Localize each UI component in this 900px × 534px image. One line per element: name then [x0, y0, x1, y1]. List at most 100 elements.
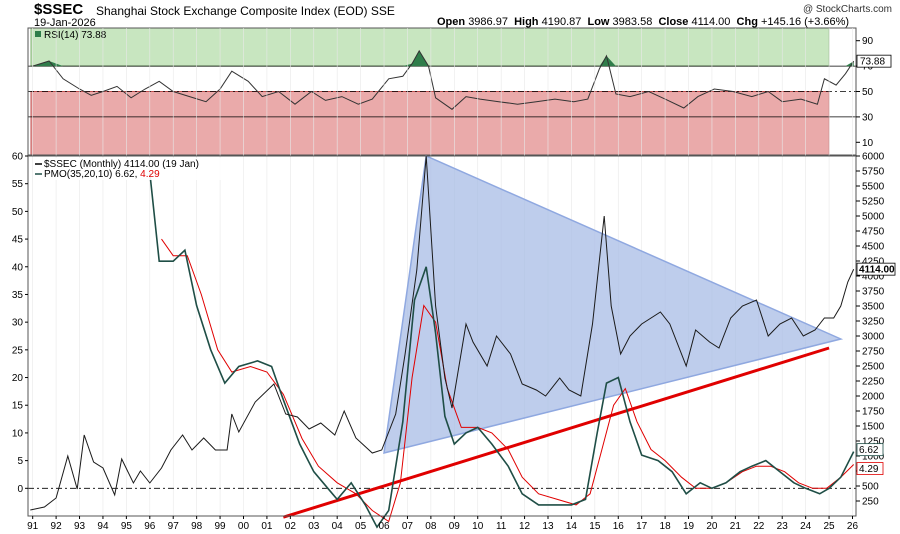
price-ytick-label: 1500 [862, 422, 885, 433]
price-ytick-label: 3250 [862, 317, 885, 328]
pmo-line [149, 172, 855, 529]
high-label: High [514, 16, 539, 28]
xtick-label: 14 [566, 521, 578, 532]
close-label: Close [658, 16, 689, 28]
rsi-overbought-zone [30, 27, 830, 67]
price-ytick-label: 2500 [862, 362, 885, 373]
price-ytick-label: 5750 [862, 167, 885, 178]
open-label: Open [437, 16, 466, 28]
price-ytick-label: 3750 [862, 287, 885, 298]
xtick-label: 18 [660, 521, 672, 532]
xtick-label: 08 [425, 521, 437, 532]
xtick-label: 01 [261, 521, 273, 532]
xtick-label: 98 [191, 521, 203, 532]
low-label: Low [587, 16, 610, 28]
xtick-label: 17 [636, 521, 648, 532]
xtick-label: 23 [777, 521, 789, 532]
stockcharts-credit: @ StockCharts.com [802, 4, 892, 15]
rsi-last-value-badge: 73.88 [860, 57, 885, 68]
index-name: Shanghai Stock Exchange Composite Index … [96, 4, 395, 18]
xtick-label: 00 [238, 521, 250, 532]
xtick-label: 16 [613, 521, 625, 532]
pmo-ytick-label: 55 [12, 179, 24, 190]
xtick-label: 15 [589, 521, 601, 532]
price-ytick-label: 6000 [862, 152, 885, 163]
main-legend-bg [33, 158, 223, 180]
xtick-label: 92 [51, 521, 63, 532]
price-ytick-label: 4250 [862, 257, 885, 268]
xtick-label: 22 [753, 521, 765, 532]
quote-date: 19-Jan-2026 [34, 17, 96, 29]
price-ytick-label: 4750 [862, 227, 885, 238]
rsi-oversold-zone [30, 91, 830, 156]
price-ytick-label: 2250 [862, 377, 885, 388]
pmo-ytick-label: 30 [12, 318, 24, 329]
price-ytick-label: 1250 [862, 437, 885, 448]
price-ytick-label: 5000 [862, 212, 885, 223]
symmetrical-triangle [383, 154, 844, 454]
price-ytick-label: 4500 [862, 242, 885, 253]
xtick-label: 26 [847, 521, 859, 532]
pmo-signal-legend-value: 4.29 [140, 169, 160, 180]
xtick-label: 97 [168, 521, 180, 532]
pmo-ytick-label: 60 [12, 152, 24, 163]
rsi-ytick-label: 10 [862, 138, 874, 149]
pmo-ytick-label: 5 [17, 456, 23, 467]
open-value: 3986.97 [468, 16, 508, 28]
rsi-line [32, 49, 855, 110]
price-ytick-label: 500 [862, 482, 879, 493]
xtick-label: 13 [542, 521, 554, 532]
pmo-ytick-label: 40 [12, 262, 24, 273]
xtick-label: 05 [355, 521, 367, 532]
chg-label: Chg [736, 16, 758, 28]
price-legend-label: $SSEC (Monthly) 4114.00 (19 Jan) [44, 159, 199, 170]
pmo-last-value-badge: 6.62 [859, 445, 879, 456]
rsi-legend-label: RSI(14) 73.88 [44, 30, 107, 41]
pmo-last-value-box [856, 462, 884, 475]
price-ytick-label: 4000 [862, 272, 885, 283]
price-ytick-label: 250 [862, 497, 879, 508]
pmo-ytick-label: 20 [12, 373, 24, 384]
high-value: 4190.87 [541, 16, 582, 28]
xtick-label: 19 [683, 521, 695, 532]
pmo-ytick-label: 35 [12, 290, 24, 301]
xtick-label: 25 [824, 521, 836, 532]
pmo-ytick-label: 10 [12, 428, 24, 439]
price-ytick-label: 3500 [862, 302, 885, 313]
xtick-label: 12 [519, 521, 531, 532]
exchange-code: SSE [370, 4, 395, 18]
price-ytick-label: 5500 [862, 182, 885, 193]
price-ytick-label: 2000 [862, 392, 885, 403]
xtick-label: 09 [449, 521, 461, 532]
xtick-label: 02 [285, 521, 297, 532]
price-line [30, 155, 855, 511]
rsi-ytick-label: 50 [862, 87, 874, 98]
xtick-label: 91 [27, 521, 39, 532]
ticker-symbol: $SSEC [34, 1, 84, 18]
chg-value: +145.16 (+3.66%) [761, 16, 850, 28]
close-value: 4114.00 [691, 16, 731, 28]
price-last-value-badge: 4114.00 [859, 265, 895, 276]
ohlc-bar: Open 3986.97 High 4190.87 Low 3983.58 Cl… [437, 16, 849, 28]
xtick-label: 24 [800, 521, 812, 532]
index-fullname: Shanghai Stock Exchange Composite Index … [96, 4, 368, 18]
xtick-label: 11 [496, 521, 507, 532]
pmo-legend-label: PMO(35,20,10) 6.62, 4.29 [44, 169, 160, 180]
price-ytick-label: 5250 [862, 197, 885, 208]
rsi-last-value-box [856, 54, 892, 68]
low-value: 3983.58 [612, 16, 653, 28]
price-ytick-label: 1750 [862, 407, 885, 418]
support-trendline [282, 346, 830, 519]
xtick-label: 99 [215, 521, 227, 532]
xtick-label: 21 [730, 521, 742, 532]
price-ytick-label: 2750 [862, 347, 885, 358]
price-last-value-box [856, 262, 896, 276]
xtick-label: 94 [97, 521, 109, 532]
price-ytick-label: 1000 [862, 452, 885, 463]
price-ytick-label: 3000 [862, 332, 885, 343]
pmo-last-value-box [856, 443, 884, 457]
xtick-label: 06 [378, 521, 390, 532]
xtick-label: 04 [332, 521, 344, 532]
xtick-label: 07 [402, 521, 414, 532]
